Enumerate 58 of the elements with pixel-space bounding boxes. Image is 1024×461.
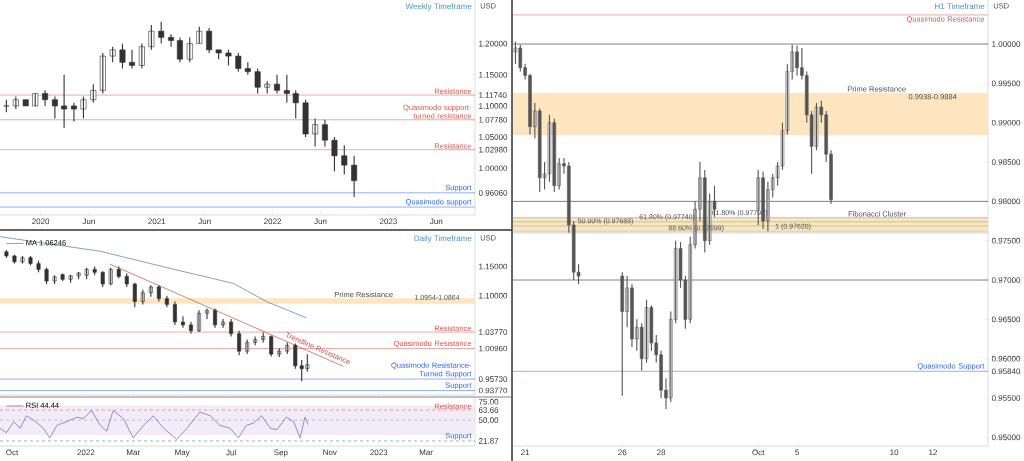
x-tick-label: 2023 [379,218,397,225]
y-tick-label: 1.05000 [479,134,508,140]
x-tick-label: Sep [274,449,288,457]
y-tick-label: 0.98000 [991,198,1021,205]
y-tick-label: 1.10000 [479,292,508,299]
x-tick-label: 26 [618,449,627,456]
y-tick-label: 1.15000 [479,71,508,78]
x-tick-label: Jul [226,449,236,456]
y-tick-label: 1.07780 [479,116,508,123]
y-tick-label: 0.95000 [991,434,1021,441]
x-tick-label: 2022 [264,218,282,225]
x-tick-label: Jun [429,218,443,225]
y-tick-label: 1.00000 [992,41,1021,47]
x-tick-label: 5 [795,449,799,456]
x-tick-label: 12 [929,449,938,456]
y-tick-label: 0.93770 [478,387,508,394]
x-tick-label: Jun [82,218,95,225]
y-tick-label: 21.87 [478,438,499,444]
y-tick-label: 63.66 [478,407,499,413]
x-tick-label: 2021 [148,218,166,225]
y-tick-label: 0.98500 [991,159,1021,165]
y-tick-label: 0.95840 [991,368,1021,375]
x-tick-label: Nov [323,449,337,456]
x-tick-label: Oct [752,449,765,456]
x-tick-label: Mar [419,449,433,456]
y-tick-label: 0.96500 [991,316,1021,323]
x-tick-label: May [175,449,190,457]
y-tick-label: 0.99000 [991,119,1021,126]
x-tick-label: 2022 [77,449,95,456]
x-tick-label: 2023 [370,449,388,456]
chart-title: Weekly Timeframe [405,3,472,11]
x-tick-label: 21 [521,449,530,456]
y-tick-label: 1.02980 [479,146,508,153]
x-tick-label: 28 [657,449,666,456]
y-tick-label: 1.00000 [479,165,508,172]
chart-title: H1 Timeframe [935,3,985,10]
y-tick-label: 0.95730 [478,376,508,382]
x-tick-label: Jun [314,218,327,225]
y-tick-label: 1.20000 [479,40,508,47]
y-tick-label: 0.96000 [991,355,1021,362]
y-tick-label: 0.96060 [478,189,508,196]
x-tick-label: 2020 [32,218,50,225]
y-tick-label: 0.97500 [991,237,1021,244]
y-tick-label: 0.99500 [991,80,1021,87]
x-tick-label: Jun [198,218,211,225]
chart-title: Daily Timeframe [414,235,472,243]
y-tick-label: 0.95500 [991,395,1021,401]
y-tick-label: 1.15000 [479,263,508,270]
x-tick-label: Oct [6,449,19,456]
y-tick-label: 75.00 [478,398,499,405]
x-tick-label: 10 [890,449,899,456]
x-tick-label: Mar [126,449,140,456]
y-tick-label: 1.00960 [479,345,508,352]
y-tick-label: 1.11740 [479,92,507,98]
y-tick-label: 1.03770 [479,329,508,335]
y-tick-label: 50.00 [478,417,499,423]
y-tick-label: 0.97000 [991,277,1021,283]
y-tick-label: 1.10000 [479,103,508,109]
